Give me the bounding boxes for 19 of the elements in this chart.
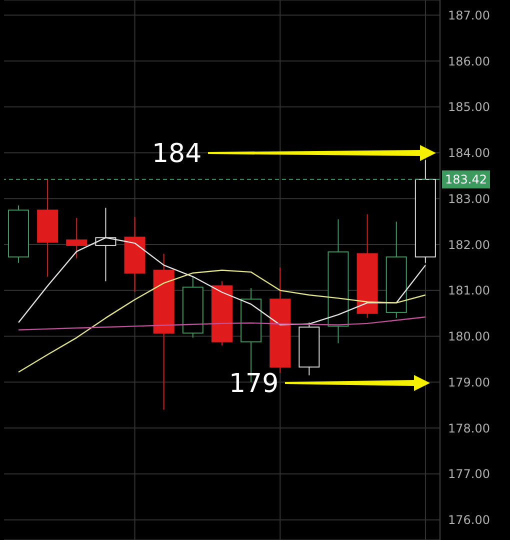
y-tick-label: 181.00 — [448, 284, 490, 298]
y-tick-label: 176.00 — [448, 513, 490, 528]
y-tick-label: 178.00 — [448, 421, 490, 436]
y-tick-label: 187.00 — [448, 8, 490, 22]
y-tick-label: 180.00 — [448, 330, 490, 344]
y-tick-label: 184.00 — [448, 146, 490, 160]
line-series — [18, 316, 426, 330]
annotation: 179 — [229, 369, 279, 399]
y-tick-label: 179.00 — [448, 375, 490, 390]
line-series — [18, 237, 426, 326]
y-tick-label: 185.00 — [448, 100, 490, 114]
ref-line-label: 183.42 — [445, 172, 487, 186]
y-tick-label: 177.00 — [448, 467, 490, 482]
y-tick-label: 183.00 — [448, 192, 490, 206]
candlestick — [66, 217, 88, 259]
line-series — [18, 270, 426, 373]
y-tick-label: 182.00 — [448, 238, 490, 252]
y-tick-label: 186.00 — [448, 54, 490, 68]
annotation: 184 — [152, 139, 202, 169]
